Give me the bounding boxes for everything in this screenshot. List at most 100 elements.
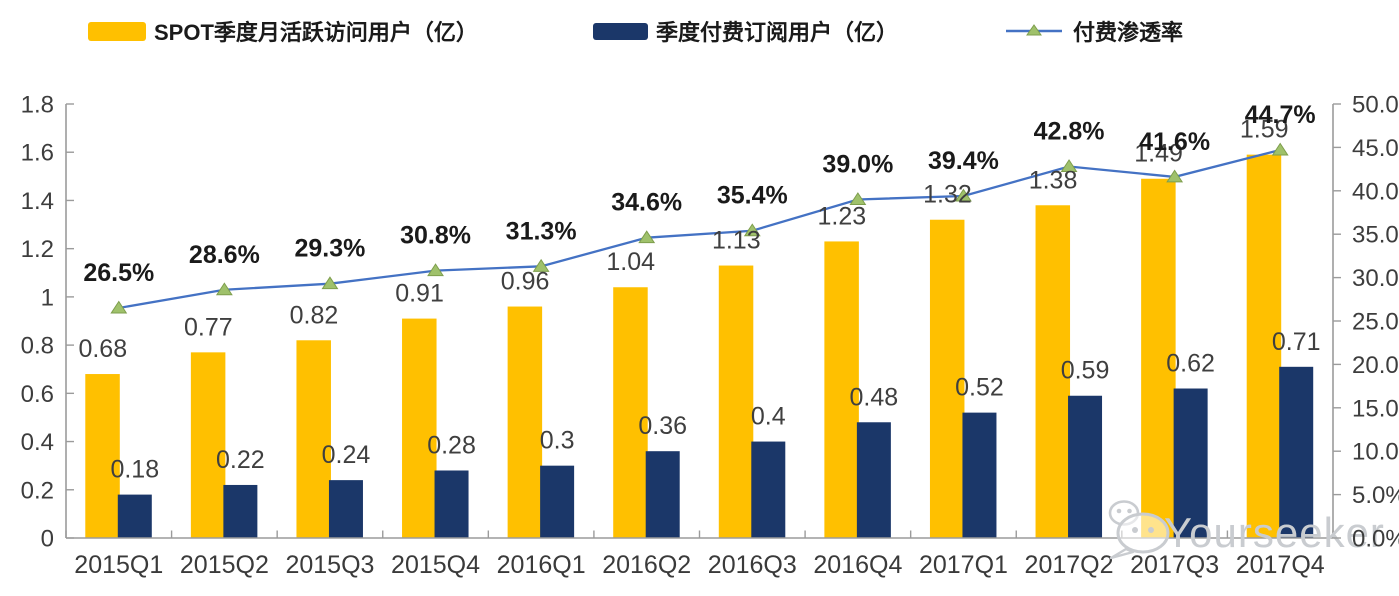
bar-value-label-subscribers: 0.22: [216, 446, 265, 474]
bar-value-label-subscribers: 0.71: [1272, 328, 1321, 356]
watermark: Yourseeker: [1108, 500, 1384, 560]
y-axis-left-label: 0.8: [21, 333, 54, 360]
bar-mau: [402, 318, 437, 538]
y-axis-right-label: 50.0%: [1352, 92, 1399, 119]
x-axis-label: 2016Q4: [813, 551, 902, 579]
y-axis-right-label: 40.0%: [1352, 178, 1399, 205]
bar-mau: [1246, 154, 1282, 538]
penetration-value-label: 42.8%: [1034, 117, 1105, 145]
bar-value-label-subscribers: 0.59: [1061, 357, 1110, 385]
x-axis-label: 2017Q4: [1236, 551, 1325, 579]
bar-value-label-subscribers: 0.3: [540, 427, 575, 455]
bar-mau: [85, 374, 120, 538]
wechat-icon-eye: [1127, 508, 1132, 514]
x-axis-label: 2016Q2: [602, 551, 691, 579]
y-axis-right-label: 5.0%: [1352, 482, 1399, 509]
bar-value-label-mau: 1.32: [923, 181, 972, 209]
legend-label-mau: SPOT季度月活跃访问用户（亿）: [154, 20, 478, 45]
chart-legend: SPOT季度月活跃访问用户（亿） 季度付费订阅用户（亿） 付费渗透率: [0, 0, 1399, 56]
x-axis-label: 2016Q3: [708, 551, 797, 579]
bar-mau: [613, 287, 648, 538]
bar-value-label-mau: 1.04: [606, 248, 655, 276]
bar-mau: [1035, 205, 1071, 538]
bar-value-label-subscribers: 0.18: [110, 456, 159, 484]
x-axis-label: 2017Q2: [1025, 551, 1114, 579]
legend-swatch-subscribers: [593, 22, 648, 40]
y-axis-left-label: 0.6: [21, 381, 54, 408]
bar-mau: [296, 340, 331, 538]
bar-value-label-subscribers: 0.52: [955, 374, 1004, 402]
x-axis-label: 2016Q1: [497, 551, 586, 579]
bar-value-label-mau: 1.59: [1240, 116, 1289, 144]
bar-value-label-mau: 1.38: [1029, 166, 1078, 194]
penetration-marker: [427, 263, 444, 277]
bar-subscribers: [645, 451, 680, 538]
y-axis-left-label: 1.4: [21, 188, 54, 215]
legend-line-marker-icon: [1006, 24, 1062, 36]
penetration-value-label: 44.7%: [1245, 101, 1316, 129]
penetration-value-label: 41.6%: [1139, 128, 1210, 156]
penetration-marker: [743, 223, 761, 237]
y-axis-right-label: 35.0%: [1352, 222, 1399, 249]
penetration-value-label: 31.3%: [506, 217, 577, 245]
y-axis-left-label: 1.8: [21, 92, 54, 119]
penetration-marker: [215, 282, 233, 296]
bar-subscribers: [540, 465, 575, 538]
penetration-value-label: 39.4%: [928, 147, 999, 175]
bar-value-label-subscribers: 0.48: [850, 383, 899, 411]
x-axis-label: 2017Q3: [1130, 551, 1219, 579]
wechat-icon-eye: [1116, 508, 1122, 514]
penetration-marker: [955, 188, 972, 202]
legend-item-penetration: 付费渗透率: [1005, 15, 1183, 47]
bar-mau: [929, 219, 965, 538]
penetration-value-label: 26.5%: [83, 259, 154, 287]
y-axis-left-label: 0.4: [21, 429, 54, 456]
y-axis-right-label: 25.0%: [1352, 309, 1399, 336]
penetration-marker: [638, 230, 656, 244]
y-axis-left-label: 0: [41, 526, 54, 553]
penetration-marker: [1166, 169, 1184, 183]
bar-subscribers: [434, 470, 469, 538]
penetration-value-label: 28.6%: [189, 241, 260, 269]
penetration-marker: [321, 276, 339, 290]
bar-value-label-mau: 0.77: [184, 313, 233, 341]
bar-mau: [718, 265, 754, 538]
bar-mau: [507, 306, 543, 538]
y-axis-right-label: 20.0%: [1352, 352, 1399, 379]
bar-value-label-mau: 1.13: [712, 227, 761, 255]
x-axis-label: 2015Q2: [180, 551, 269, 579]
bar-subscribers: [117, 494, 152, 538]
bar-subscribers: [1068, 395, 1103, 538]
y-axis-right-label: 30.0%: [1352, 265, 1399, 292]
y-axis-right-label: 15.0%: [1352, 395, 1399, 422]
bar-value-label-mau: 0.96: [501, 268, 550, 296]
bar-value-label-mau: 0.82: [290, 301, 339, 329]
y-axis-left-label: 0.2: [21, 477, 54, 504]
bar-value-label-mau: 1.49: [1134, 140, 1183, 168]
x-axis-label: 2015Q4: [391, 551, 480, 579]
y-axis-left-label: 1.6: [21, 140, 54, 167]
y-axis-left-label: 1.2: [21, 236, 54, 263]
penetration-marker: [532, 258, 550, 272]
bar-value-label-subscribers: 0.24: [322, 441, 371, 469]
legend-item-mau: SPOT季度月活跃访问用户（亿）: [88, 15, 478, 47]
x-axis-label: 2017Q1: [919, 551, 1008, 579]
bar-subscribers: [328, 480, 363, 538]
bar-value-label-subscribers: 0.28: [427, 431, 476, 459]
y-axis-right-label: 0.0%: [1352, 526, 1399, 553]
penetration-marker: [110, 300, 128, 314]
wechat-icon: [1116, 512, 1170, 554]
legend-label-penetration: 付费渗透率: [1073, 20, 1184, 45]
y-axis-right-label: 45.0%: [1352, 135, 1399, 162]
penetration-line: [118, 148, 1281, 310]
bar-subscribers: [751, 441, 786, 538]
bar-subscribers: [962, 412, 997, 538]
bar-subscribers: [856, 422, 891, 538]
bar-value-label-mau: 1.23: [818, 202, 867, 230]
bar-value-label-subscribers: 0.4: [751, 403, 786, 431]
legend-item-subscribers: 季度付费订阅用户（亿）: [593, 15, 898, 47]
penetration-value-label: 35.4%: [717, 182, 788, 210]
wechat-icon-eye: [1148, 527, 1154, 533]
